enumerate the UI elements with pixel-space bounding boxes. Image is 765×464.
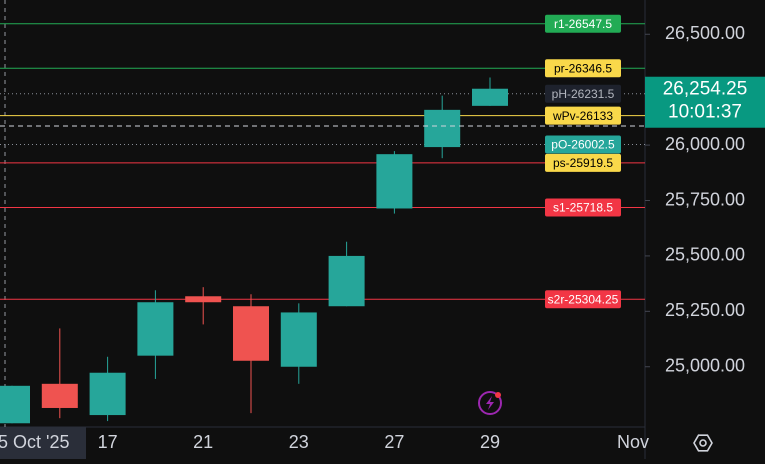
candle-body <box>376 154 413 209</box>
y-tick-label: 25,750.00 <box>665 189 745 209</box>
y-tick-label: 25,500.00 <box>665 245 745 265</box>
x-tick-label: 21 <box>193 432 213 452</box>
y-axis: 25,000.00 25,250.00 25,500.00 25,750.00 26,0… <box>645 23 745 375</box>
level-label: pH-26231.5 <box>552 87 615 101</box>
alert-icon[interactable] <box>478 391 502 415</box>
candle-body <box>137 302 174 356</box>
level-label-box <box>545 135 621 154</box>
level-label: pO-26002.5 <box>551 138 615 152</box>
y-tick-label: 25,250.00 <box>665 300 745 320</box>
candle-body <box>424 109 461 148</box>
settings-icon[interactable] <box>693 434 713 452</box>
candle-body <box>472 88 508 106</box>
gear-hole <box>699 439 707 447</box>
x-tick-label: 29 <box>480 432 500 452</box>
x-tick-label: 27 <box>384 432 404 452</box>
level-label-box <box>545 290 621 309</box>
level-label: pr-26346.5 <box>554 61 612 75</box>
y-tick-label: 26,000.00 <box>665 134 745 154</box>
level-label: r1-26547.5 <box>554 17 612 31</box>
y-tick-label: 26,500.00 <box>665 23 745 43</box>
gear <box>693 434 713 452</box>
candle-body <box>280 312 317 367</box>
candle-body <box>233 306 269 361</box>
level-label: wPv-26133 <box>552 109 613 123</box>
x-edge-label: Nov <box>617 432 649 452</box>
level-label-box <box>545 198 621 217</box>
price-label-box <box>645 76 765 128</box>
candle-body <box>41 383 78 408</box>
y-tick-label: 25,000.00 <box>665 355 745 375</box>
x-tick-label: 23 <box>289 432 309 452</box>
crosshair-date-box <box>0 427 86 459</box>
alert-dot <box>495 392 501 398</box>
price-label: 26,254.25 <box>663 79 748 100</box>
level-label-box <box>545 14 621 33</box>
levels: pH-26231.5 pO-26002.5 r1-26547.5 pr-26346.5… <box>0 14 645 309</box>
candle-body <box>0 385 30 424</box>
price-timer: 10:01:37 <box>668 102 742 123</box>
level-label-box <box>545 153 621 172</box>
level-label: s2r-25304.25 <box>548 292 619 306</box>
candle-body <box>89 372 126 416</box>
crosshair-date: 5 Oct '25 <box>0 432 69 452</box>
level-label-box <box>545 59 621 78</box>
alert-ring <box>478 391 502 415</box>
x-tick-label: 17 <box>98 432 118 452</box>
level-label: ps-25919.5 <box>553 156 613 170</box>
candle-body <box>185 296 222 303</box>
level-label-box <box>545 84 621 103</box>
candle-body <box>328 255 365 307</box>
level-label-box <box>545 106 621 125</box>
x-axis: 5 Oct '25 Nov <box>0 427 649 459</box>
level-label: s1-25718.5 <box>553 201 613 215</box>
candles <box>0 77 508 424</box>
bolt <box>486 396 494 410</box>
